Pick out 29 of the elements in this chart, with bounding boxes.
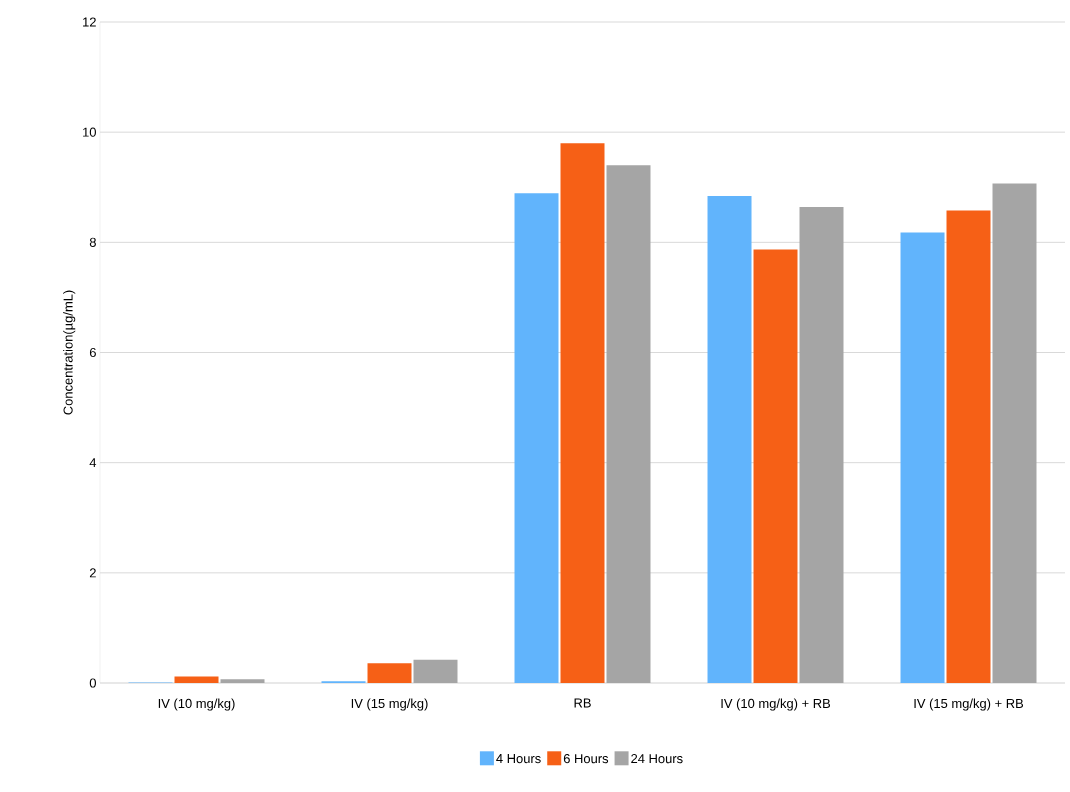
bar bbox=[413, 659, 458, 683]
legend-label: 6 Hours bbox=[563, 754, 609, 764]
x-tick-label: IV (10 mg/kg) + RB bbox=[721, 698, 831, 711]
y-tick-label: 12 bbox=[83, 17, 96, 27]
bar bbox=[367, 663, 412, 683]
y-tick-label: 0 bbox=[89, 678, 96, 688]
bar bbox=[799, 207, 844, 683]
bar bbox=[514, 193, 559, 683]
x-tick-label: IV (10 mg/kg) bbox=[158, 698, 235, 711]
x-tick-label: IV (15 mg/kg) + RB bbox=[914, 698, 1024, 711]
x-tick-label: RB bbox=[574, 698, 591, 708]
bar bbox=[707, 196, 752, 683]
legend-label: 24 Hours bbox=[631, 754, 683, 764]
bar bbox=[560, 143, 605, 683]
y-tick-label: 8 bbox=[89, 237, 96, 247]
bar bbox=[220, 679, 265, 683]
y-tick-label: 4 bbox=[89, 458, 97, 468]
bar bbox=[900, 232, 945, 683]
y-tick-label: 10 bbox=[83, 127, 96, 137]
x-tick-label: IV (15 mg/kg) bbox=[351, 698, 428, 711]
bar bbox=[753, 249, 798, 683]
legend-label: 4 Hours bbox=[496, 754, 541, 764]
y-axis-title: Concentration(µg/mL) bbox=[63, 290, 76, 415]
bar bbox=[606, 165, 651, 683]
bar bbox=[946, 210, 991, 683]
y-tick-label: 2 bbox=[89, 568, 96, 578]
bar bbox=[174, 676, 219, 683]
y-tick-label: 6 bbox=[89, 347, 96, 358]
bar bbox=[992, 183, 1037, 683]
